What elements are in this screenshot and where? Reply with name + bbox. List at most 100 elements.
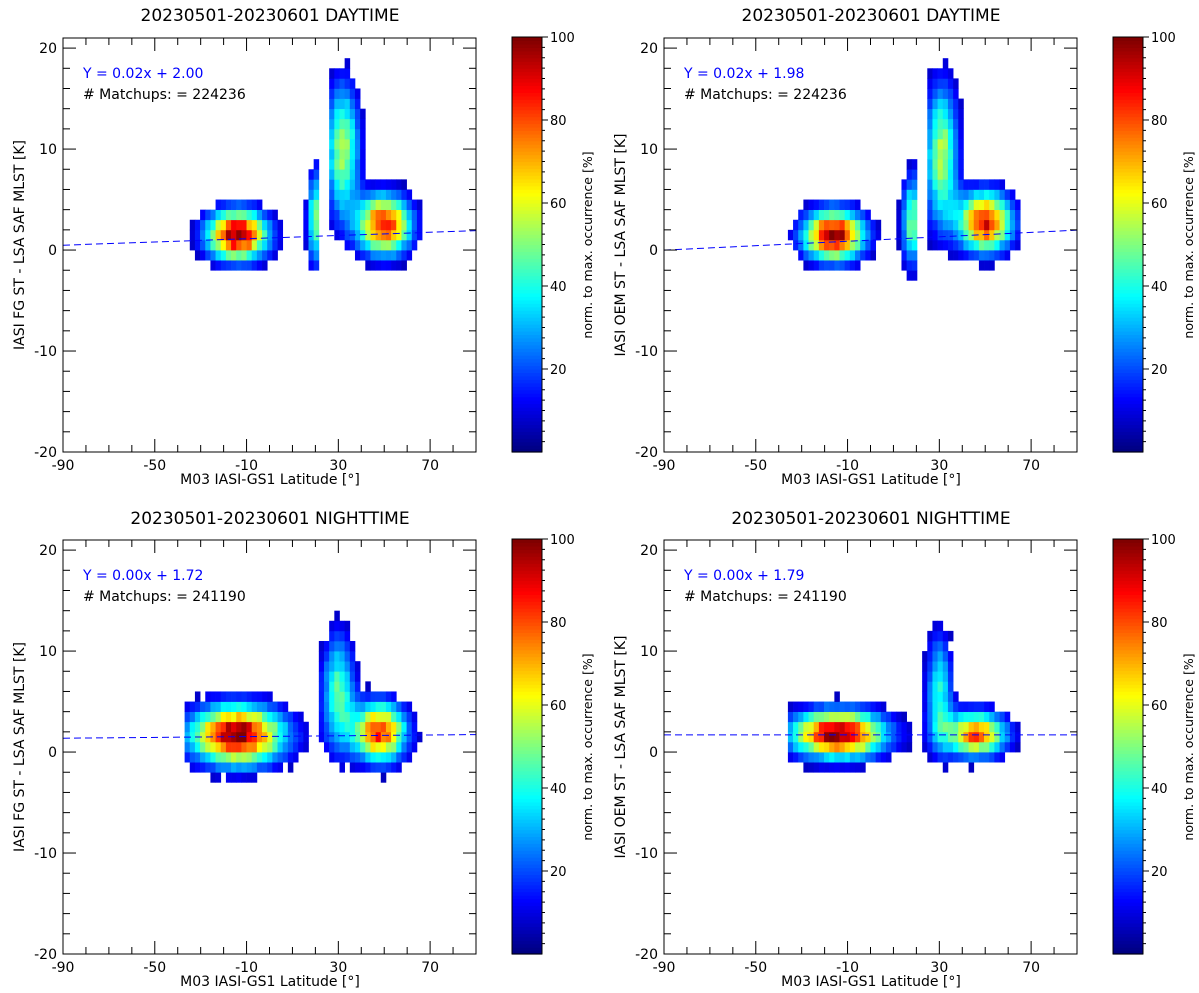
heatmap-cell xyxy=(958,209,964,221)
heatmap-cell xyxy=(984,711,990,723)
colorbar-step xyxy=(512,113,542,118)
heatmap-cell xyxy=(339,691,345,702)
colorbar-step xyxy=(1113,282,1143,287)
heatmap-cell xyxy=(927,68,933,79)
heatmap-cell xyxy=(932,159,938,170)
x-tick-label: -10 xyxy=(836,960,859,976)
heatmap-cell xyxy=(865,701,871,713)
colorbar-step xyxy=(512,286,542,291)
heatmap-cell xyxy=(942,58,949,69)
heatmap-cell xyxy=(953,149,959,160)
heatmap-cell xyxy=(375,239,382,251)
heatmap-cell xyxy=(860,721,866,733)
heatmap-cell xyxy=(855,741,861,753)
colorbar-step xyxy=(1113,362,1143,367)
heatmap-cell xyxy=(272,762,278,773)
heatmap-cell xyxy=(844,701,851,713)
heatmap-cell xyxy=(911,159,918,170)
heatmap-cell xyxy=(334,118,340,130)
colorbar-tick-label: 80 xyxy=(550,616,567,631)
heatmap-cell xyxy=(391,731,397,743)
heatmap-cell xyxy=(375,711,382,723)
heatmap-cell xyxy=(329,661,335,672)
colorbar-tick-label: 60 xyxy=(1151,197,1168,212)
colorbar-step xyxy=(512,919,542,924)
heatmap-cell xyxy=(189,229,196,241)
colorbar-step xyxy=(1113,774,1143,779)
heatmap-cell xyxy=(808,260,815,271)
heatmap-cell xyxy=(834,752,840,763)
colorbar-gradient xyxy=(512,539,542,955)
heatmap-cell xyxy=(370,701,376,713)
heatmap-cell xyxy=(220,762,227,773)
heatmap-cell xyxy=(999,179,1006,190)
heatmap-cell xyxy=(380,260,387,271)
colorbar-step xyxy=(512,715,542,720)
heatmap-cell xyxy=(334,671,340,682)
heatmap-cell xyxy=(225,260,232,271)
colorbar-step xyxy=(512,860,542,865)
heatmap-cell xyxy=(855,199,861,211)
heatmap-cell xyxy=(978,741,985,753)
heatmap-cell xyxy=(205,762,211,773)
heatmap-cell xyxy=(829,209,835,221)
heatmap-cell xyxy=(370,250,376,261)
heatmap-cell xyxy=(396,741,402,753)
x-tick-label: -50 xyxy=(143,458,166,474)
heatmap-cell xyxy=(334,752,340,763)
heatmap-cell xyxy=(994,189,1000,200)
heatmap-cell xyxy=(942,651,949,662)
heatmap-cell xyxy=(834,691,840,702)
heatmap-cell xyxy=(834,260,840,271)
colorbar-step xyxy=(512,178,542,183)
heatmap-cell xyxy=(344,58,351,69)
heatmap-cell xyxy=(947,701,954,713)
heatmap-cell xyxy=(210,239,216,251)
heatmap-cell xyxy=(334,229,340,241)
x-tick-label: -10 xyxy=(235,960,258,976)
heatmap-cell xyxy=(984,721,990,733)
colorbar-step xyxy=(1113,708,1143,713)
heatmap-cell xyxy=(911,260,918,271)
heatmap-cell xyxy=(391,239,397,251)
colorbar-step xyxy=(1113,902,1143,907)
heatmap-cell xyxy=(349,651,356,662)
heatmap-cell xyxy=(896,209,902,221)
heatmap-cell xyxy=(906,239,913,251)
colorbar-step xyxy=(1113,61,1143,66)
heatmap-cell xyxy=(329,640,335,652)
heatmap-cell xyxy=(818,199,825,211)
colorbar-step xyxy=(1113,660,1143,665)
heatmap-cell xyxy=(416,229,423,241)
heatmap-cell xyxy=(973,239,980,251)
heatmap-cell xyxy=(787,701,794,713)
heatmap-cell xyxy=(256,752,263,763)
colorbar-step xyxy=(1113,213,1143,218)
heatmap-cell xyxy=(236,711,242,723)
heatmap-cell xyxy=(380,762,387,773)
heatmap-cell xyxy=(241,199,247,211)
heatmap-cell xyxy=(870,752,877,763)
heatmap-cell xyxy=(1009,741,1016,753)
colorbar-step xyxy=(1113,99,1143,104)
colorbar-step xyxy=(1113,839,1143,844)
heatmap-cell xyxy=(349,741,356,753)
colorbar-step xyxy=(512,431,542,436)
heatmap-cell xyxy=(287,721,294,733)
colorbar-step xyxy=(512,895,542,900)
colorbar-step xyxy=(512,653,542,658)
heatmap-cell xyxy=(958,239,964,251)
heatmap-cell xyxy=(829,199,835,211)
heatmap-cell xyxy=(401,219,407,231)
heatmap-cell xyxy=(865,752,871,763)
heatmap-cell xyxy=(860,250,866,261)
heatmap-cell xyxy=(968,701,975,713)
heatmap-cell xyxy=(339,199,345,211)
heatmap-cell xyxy=(339,640,345,652)
heatmap-cell xyxy=(251,239,258,251)
y-tick-label: -20 xyxy=(34,445,57,461)
heatmap-cell xyxy=(375,691,382,702)
heatmap-cell xyxy=(220,219,227,231)
heatmap-cell xyxy=(989,199,995,211)
colorbar-gradient xyxy=(512,37,542,453)
